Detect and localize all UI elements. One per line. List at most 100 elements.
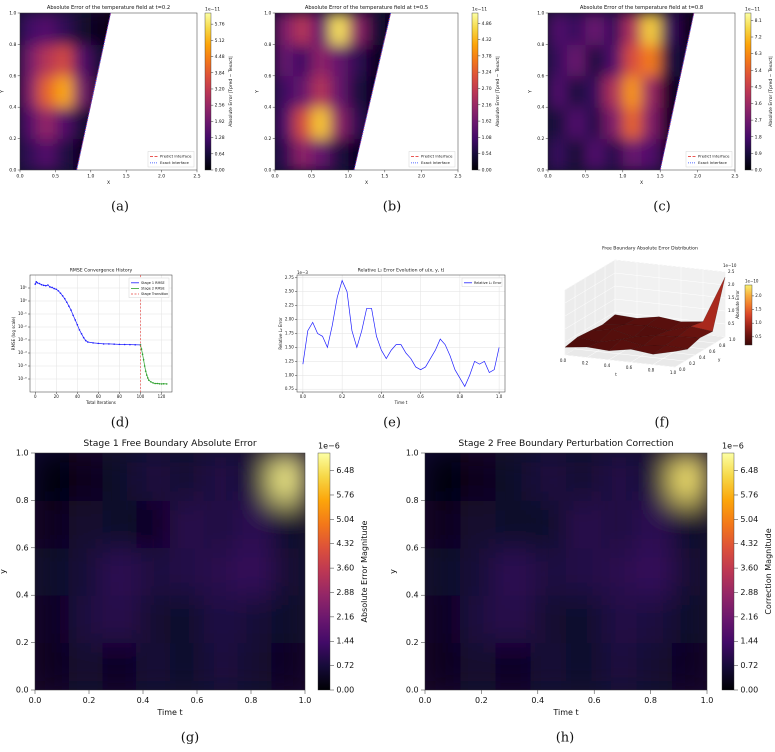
x-axis-label: Time t xyxy=(156,708,182,717)
heat-cell xyxy=(566,44,586,77)
heat-cell xyxy=(35,453,70,501)
point xyxy=(129,343,131,346)
heat-cell xyxy=(35,595,70,644)
colorbar xyxy=(744,284,753,346)
x-tick-label: 1.0 xyxy=(496,394,503,399)
legend-box xyxy=(461,277,503,287)
heat-cell xyxy=(311,13,331,45)
heat-cell xyxy=(271,595,305,644)
chart-title: Absolute Error of the temperature field … xyxy=(47,5,170,11)
heat-cell xyxy=(604,138,624,170)
heatmap xyxy=(275,13,391,170)
colorbar-tick-label: 0.5 xyxy=(755,334,762,339)
heat-cell xyxy=(641,138,661,170)
heat-cell xyxy=(585,75,605,108)
heat-cell xyxy=(425,642,461,690)
y-tick-label: 0.2 xyxy=(689,361,696,366)
y-tick-label: 0.0 xyxy=(264,168,271,174)
point xyxy=(134,343,136,346)
colorbar-offset: 1e−11 xyxy=(472,6,487,12)
x-tick-label: 0.0 xyxy=(560,358,567,363)
y-tick-label: 0.8 xyxy=(537,42,544,48)
heat-cell xyxy=(237,453,272,501)
heat-cell xyxy=(636,642,673,690)
y-axis-label: Y xyxy=(255,90,261,94)
heat-cell xyxy=(20,44,39,77)
point xyxy=(66,301,68,304)
heat-cell xyxy=(237,547,272,596)
colorbar-tick-label: 3.20 xyxy=(215,86,225,92)
heat-cell xyxy=(55,13,74,45)
colorbar-tick-label: 3.78 xyxy=(482,53,492,59)
heat-cell xyxy=(530,500,567,549)
colorbar-tick-label: 4.86 xyxy=(482,21,492,27)
x-tick-label: 0.8 xyxy=(457,394,464,399)
heat-cell xyxy=(671,453,707,501)
z-tick-label: 0.5 xyxy=(728,321,735,326)
colorbar-tick-label: 2.56 xyxy=(215,103,225,109)
heat-cell xyxy=(20,138,39,170)
colorbar-tick-label: 0.0 xyxy=(755,168,762,174)
y-tick-label: 0.6 xyxy=(406,543,419,552)
heat-cell xyxy=(425,500,461,549)
heat-cell xyxy=(329,138,349,170)
heat-cell xyxy=(329,13,349,45)
colorbar-tick-label: 0.9 xyxy=(755,151,762,157)
point xyxy=(51,286,53,289)
heat-cell xyxy=(311,44,331,77)
heat-cell xyxy=(348,107,367,140)
chart-title: Stage 2 Free Boundary Perturbation Corre… xyxy=(458,438,673,449)
point xyxy=(78,329,81,331)
x-tick-label: 2.0 xyxy=(694,173,701,179)
plot-frame xyxy=(424,452,708,691)
plot-frame xyxy=(274,12,459,171)
heat-cell xyxy=(495,453,532,501)
plot-frame xyxy=(547,12,736,171)
y-tick-label: 0.8 xyxy=(9,42,16,48)
grid-line xyxy=(564,272,726,304)
heat-cell xyxy=(366,107,386,140)
x-tick-label: 0.4 xyxy=(531,696,544,705)
heat-cell xyxy=(55,44,74,77)
colorbar-tick-label: 0.64 xyxy=(215,151,225,157)
heat-cell xyxy=(548,138,568,170)
colorbar-tick-label: 1.0 xyxy=(755,320,762,325)
x-tick-label: 0.4 xyxy=(137,696,150,705)
heat-cell xyxy=(311,138,331,170)
colorbar-tick-label: 5.04 xyxy=(740,515,758,524)
y-tick-label: 1.0 xyxy=(406,449,419,458)
colorbar-tick-label: 2.70 xyxy=(482,86,492,92)
y-tick-label: 0.6 xyxy=(264,73,271,79)
heat-cell xyxy=(311,107,331,140)
point xyxy=(141,353,144,356)
y-tick-label: 0.6 xyxy=(709,349,716,354)
x-tick-label: 80 xyxy=(117,394,123,399)
y-tick-label: 10⁻⁵ xyxy=(18,363,27,368)
colorbar xyxy=(317,452,331,691)
heat-cell xyxy=(329,44,349,77)
colorbar xyxy=(721,452,735,691)
x-tick-label: 0.0 xyxy=(16,173,23,179)
heat-cell xyxy=(548,44,568,77)
point xyxy=(55,288,58,291)
heat-cell xyxy=(604,107,624,140)
point xyxy=(142,358,145,361)
heat-cell xyxy=(293,107,313,140)
heat-cell xyxy=(136,453,171,501)
legend-box xyxy=(685,151,733,168)
colorbar-tick-label: 1.8 xyxy=(755,134,762,140)
heat-cell xyxy=(90,138,109,170)
y-tick-label: 2.00 xyxy=(285,317,294,322)
y-tick-label: 2.25 xyxy=(285,303,294,308)
colorbar-tick-label: 6.48 xyxy=(336,466,354,475)
colorbar-tick-label: 3.24 xyxy=(482,70,492,76)
panel-label: (h) xyxy=(556,731,575,746)
heat-cell xyxy=(601,595,637,644)
x-axis-label: X xyxy=(365,180,368,186)
colorbar-tick-label: 4.48 xyxy=(215,54,225,60)
heat-cell xyxy=(271,500,305,549)
x-tick-label: 1.0 xyxy=(87,173,94,179)
x-tick-label: 0.8 xyxy=(644,696,657,705)
heat-cell xyxy=(68,595,103,644)
point xyxy=(42,284,45,287)
